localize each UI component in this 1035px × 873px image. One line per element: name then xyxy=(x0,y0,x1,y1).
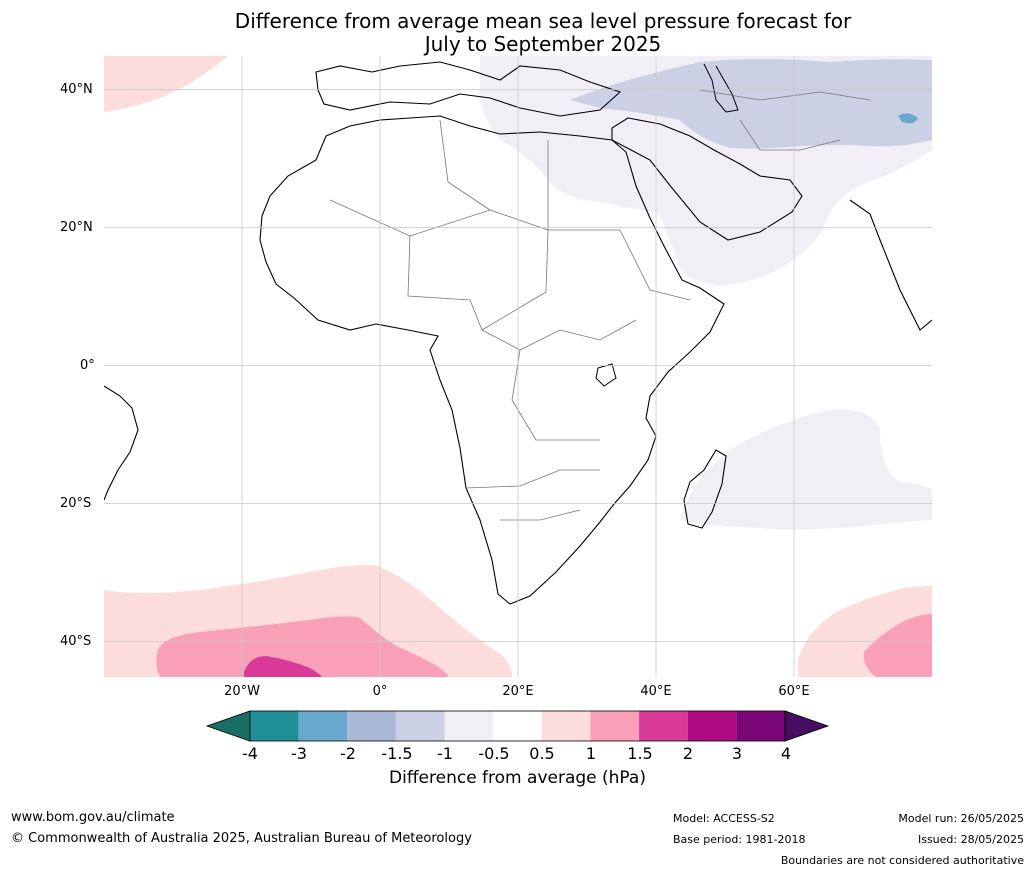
colorbar-segment xyxy=(395,711,445,741)
footer-model: Model: ACCESS-S2 xyxy=(673,812,775,825)
anomaly-south-atlantic-positive-2 xyxy=(244,656,322,677)
footer-disclaimer: Boundaries are not considered authoritat… xyxy=(780,854,1024,867)
colorbar-segment xyxy=(347,711,396,741)
colorbar-tick: 3 xyxy=(731,744,743,763)
chart-title: Difference from average mean sea level p… xyxy=(0,10,1035,56)
colorbar-tick: 0.5 xyxy=(529,744,555,763)
lon-label-60e: 60°E xyxy=(778,684,810,699)
colorbar-segment xyxy=(250,711,299,741)
south-america-coastline xyxy=(104,385,139,501)
arabia-coastline xyxy=(611,117,803,241)
anomaly-north-atlantic-positive xyxy=(104,56,228,112)
colorbar-tick: -1 xyxy=(437,744,453,763)
colorbar-tick: -0.5 xyxy=(478,744,510,763)
colorbar-segment xyxy=(590,711,640,741)
colorbar-tick: 1.5 xyxy=(627,744,653,763)
colorbar-segment xyxy=(736,711,785,741)
footer-model-run: Model run: 26/05/2025 xyxy=(898,812,1024,825)
colorbar-segment xyxy=(298,711,348,741)
india-coastline xyxy=(849,199,932,331)
lon-label-40e: 40°E xyxy=(640,684,672,699)
colorbar-tick: -2 xyxy=(340,744,356,763)
lat-label-40n: 40°N xyxy=(60,82,93,97)
colorbar-tick: -3 xyxy=(291,744,307,763)
footer-issued: Issued: 28/05/2025 xyxy=(917,833,1024,846)
colorbar-segment xyxy=(541,711,591,741)
colorbar-title: Difference from average (hPa) xyxy=(389,768,646,788)
footer-base-period: Base period: 1981-2018 xyxy=(673,833,806,846)
colorbar-outline xyxy=(249,710,786,742)
anomaly-south-indian-positive-15 xyxy=(863,614,932,677)
country-borders xyxy=(329,89,871,521)
title-line-2: July to September 2025 xyxy=(424,32,662,56)
lat-label-20n: 20°N xyxy=(60,220,93,235)
europe-coastline xyxy=(315,61,622,117)
map-gridlines xyxy=(104,56,932,677)
caspian-sea xyxy=(703,63,739,113)
colorbar-tick: 1 xyxy=(585,744,597,763)
colorbar-tick: -4 xyxy=(242,744,258,763)
lon-label-0: 0° xyxy=(372,684,388,699)
lon-label-20w: 20°W xyxy=(224,684,260,699)
colorbar-segment xyxy=(444,711,494,741)
footer-copyright: © Commonwealth of Australia 2025, Austra… xyxy=(11,831,472,846)
anomaly-indian-ocean-negative-light xyxy=(680,409,932,530)
lon-label-20e: 20°E xyxy=(502,684,534,699)
colorbar-segment xyxy=(687,711,737,741)
colorbar-segment xyxy=(639,711,688,741)
lat-label-equator: 0° xyxy=(80,358,95,373)
title-line-1: Difference from average mean sea level p… xyxy=(234,9,852,33)
colorbar-tick: -1.5 xyxy=(381,744,413,763)
footer-url-link[interactable]: www.bom.gov.au/climate xyxy=(11,810,175,825)
lake-victoria xyxy=(595,363,617,387)
anomaly-south-atlantic-positive-15 xyxy=(156,616,449,677)
anomaly-central-asia-negative xyxy=(570,59,932,149)
colorbar-extend-high xyxy=(784,710,830,742)
colorbar-extend-low xyxy=(205,710,251,742)
colorbar-tick: 2 xyxy=(682,744,694,763)
anomaly-tibet-negative xyxy=(898,113,918,124)
lat-label-20s: 20°S xyxy=(60,496,92,511)
colorbar-tick: 4 xyxy=(780,744,792,763)
madagascar-coastline xyxy=(683,449,727,529)
lat-label-40s: 40°S xyxy=(60,634,92,649)
colorbar-segment xyxy=(493,711,542,741)
